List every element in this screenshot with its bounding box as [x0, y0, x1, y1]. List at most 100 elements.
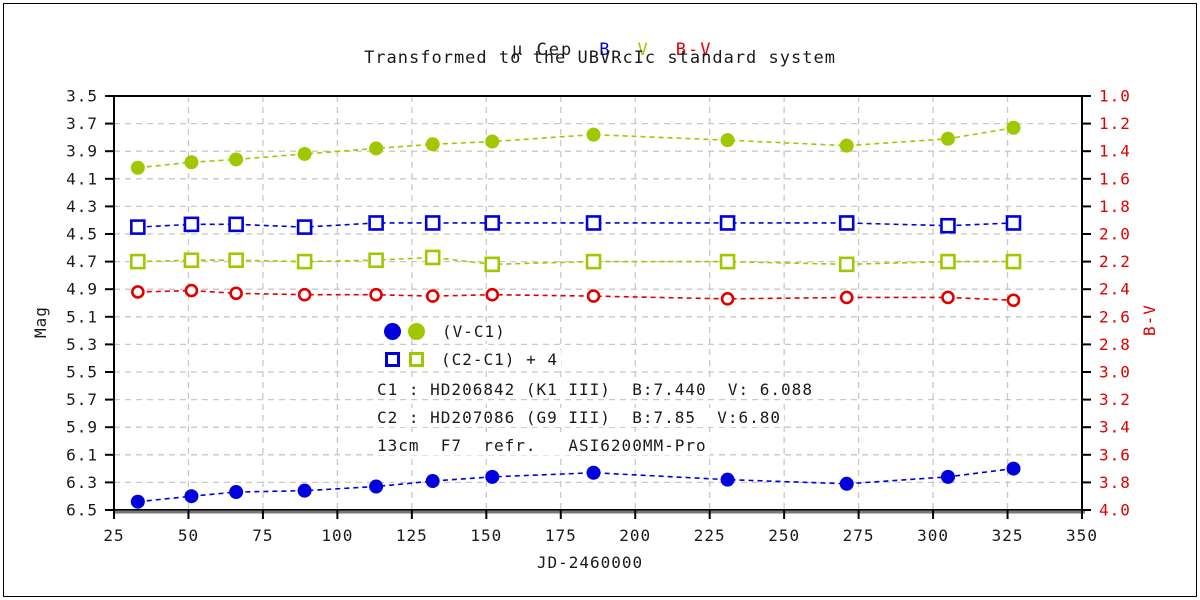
data-point-open-square [838, 256, 855, 273]
right-axis-tick-label: 2.0 [1099, 225, 1131, 244]
data-point-open-square [484, 256, 501, 273]
data-point-filled-circle [130, 494, 145, 509]
data-point-open-square [183, 216, 200, 233]
data-point-filled-circle [369, 479, 384, 494]
left-axis-tick-label: 5.5 [66, 363, 98, 382]
right-axis-tick-label: 1.8 [1099, 197, 1131, 216]
x-axis-tick-label: 50 [178, 526, 199, 545]
left-axis-tick-label: 4.5 [66, 225, 98, 244]
data-point-open-square [838, 215, 855, 231]
x-axis-tick-label: 350 [1066, 526, 1098, 545]
data-point-filled-circle [229, 485, 244, 500]
data-point-open-square [368, 252, 384, 269]
data-point-open-square [296, 253, 313, 270]
data-point-open-circle [839, 290, 854, 305]
title-bv-label: B-V [675, 40, 713, 60]
x-axis-title: JD-2460000 [537, 553, 643, 572]
data-point-open-circle [297, 287, 312, 302]
right-axis-tick-label: 1.4 [1099, 142, 1131, 161]
data-point-filled-circle [1006, 461, 1021, 476]
x-axis-tick-label: 225 [694, 526, 726, 545]
data-point-open-circle [425, 289, 440, 303]
left-axis-tick-label: 3.9 [66, 142, 98, 161]
series-line [137, 289, 1014, 302]
right-axis-tick-label: 2.4 [1099, 280, 1131, 299]
series-line [137, 467, 1014, 503]
right-axis-tick-label: 3.6 [1099, 445, 1131, 464]
series-line [137, 222, 1014, 228]
x-axis-tick-label: 100 [321, 526, 353, 545]
data-point-open-circle [229, 286, 243, 301]
data-point-filled-circle [184, 489, 199, 504]
data-point-open-circle [586, 289, 601, 303]
data-point-open-circle [1006, 293, 1021, 308]
data-point-filled-circle [839, 476, 854, 491]
x-axis-tick-label: 275 [843, 526, 875, 545]
left-axis-tick-label: 4.1 [66, 169, 98, 188]
left-axis-tick-label: 4.3 [66, 197, 98, 216]
left-axis-tick-label: 5.1 [66, 307, 98, 326]
right-axis-tick-label: 1.6 [1099, 169, 1131, 188]
data-point-open-circle [369, 287, 383, 302]
data-point-open-square [1005, 253, 1022, 270]
data-point-open-square [296, 219, 313, 235]
left-axis-tick-label: 3.5 [66, 87, 98, 106]
left-axis-tick-label: 4.7 [66, 252, 98, 271]
left-axis-tick-label: 4.9 [66, 280, 98, 299]
data-point-filled-circle [586, 127, 601, 142]
data-point-filled-circle [485, 469, 500, 484]
left-axis-tick-label: 6.1 [66, 445, 98, 464]
chart-subtitle: Transformed to the UBVRcIc standard syst… [364, 48, 836, 68]
right-axis-tick-label: 4.0 [1099, 501, 1131, 520]
data-point-open-square [719, 215, 736, 231]
x-axis-tick-label: 250 [768, 526, 800, 545]
x-axis-tick-label: 300 [917, 526, 949, 545]
data-point-open-square [1005, 215, 1022, 231]
data-point-filled-circle [940, 469, 955, 484]
left-axis-title: Mag [31, 306, 50, 338]
x-axis-tick-label: 175 [545, 526, 577, 545]
title-v-label: V [637, 40, 650, 60]
right-axis-tick-label: 1.2 [1099, 114, 1131, 133]
left-axis-tick-label: 6.3 [66, 473, 98, 492]
x-axis-tick-label: 125 [396, 526, 428, 545]
star-name: μ Cep [512, 40, 574, 60]
data-point-filled-circle [485, 134, 500, 149]
data-point-open-circle [485, 287, 500, 302]
right-axis-title: B-V [1140, 304, 1159, 336]
left-axis-tick-label: 6.5 [66, 501, 98, 520]
left-axis-tick-label: 5.7 [66, 390, 98, 409]
data-point-filled-circle [1006, 120, 1021, 135]
data-point-filled-circle [229, 152, 244, 167]
data-point-open-square [424, 215, 441, 231]
data-point-filled-circle [839, 138, 854, 153]
data-point-open-circle [941, 290, 955, 305]
data-point-open-square [719, 253, 736, 270]
title-b-label: B [599, 40, 612, 60]
right-axis-tick-label: 2.8 [1099, 335, 1131, 354]
data-point-open-square [484, 215, 501, 231]
data-point-open-square [130, 253, 146, 270]
data-point-filled-circle [130, 160, 145, 175]
x-axis-tick-label: 325 [992, 526, 1024, 545]
x-axis-tick-label: 150 [470, 526, 502, 545]
data-point-filled-circle [586, 465, 601, 480]
right-axis-tick-label: 3.2 [1099, 390, 1131, 409]
right-axis-tick-label: 3.4 [1099, 418, 1131, 437]
x-axis-tick-label: 75 [252, 526, 273, 545]
left-axis-tick-label: 5.3 [66, 335, 98, 354]
plot-frame [113, 95, 1083, 511]
data-point-open-square [940, 217, 956, 234]
series-line [137, 256, 1014, 266]
data-point-open-square [424, 249, 441, 266]
x-axis-tick-label: 25 [103, 526, 124, 545]
left-axis-tick-label: 5.9 [66, 418, 98, 437]
data-point-filled-circle [425, 137, 440, 152]
data-point-open-circle [720, 292, 735, 306]
data-point-filled-circle [297, 146, 312, 161]
data-point-filled-circle [720, 133, 735, 148]
right-axis-tick-label: 2.2 [1099, 252, 1131, 271]
data-point-filled-circle [940, 131, 955, 146]
right-axis-tick-label: 3.0 [1099, 363, 1131, 382]
